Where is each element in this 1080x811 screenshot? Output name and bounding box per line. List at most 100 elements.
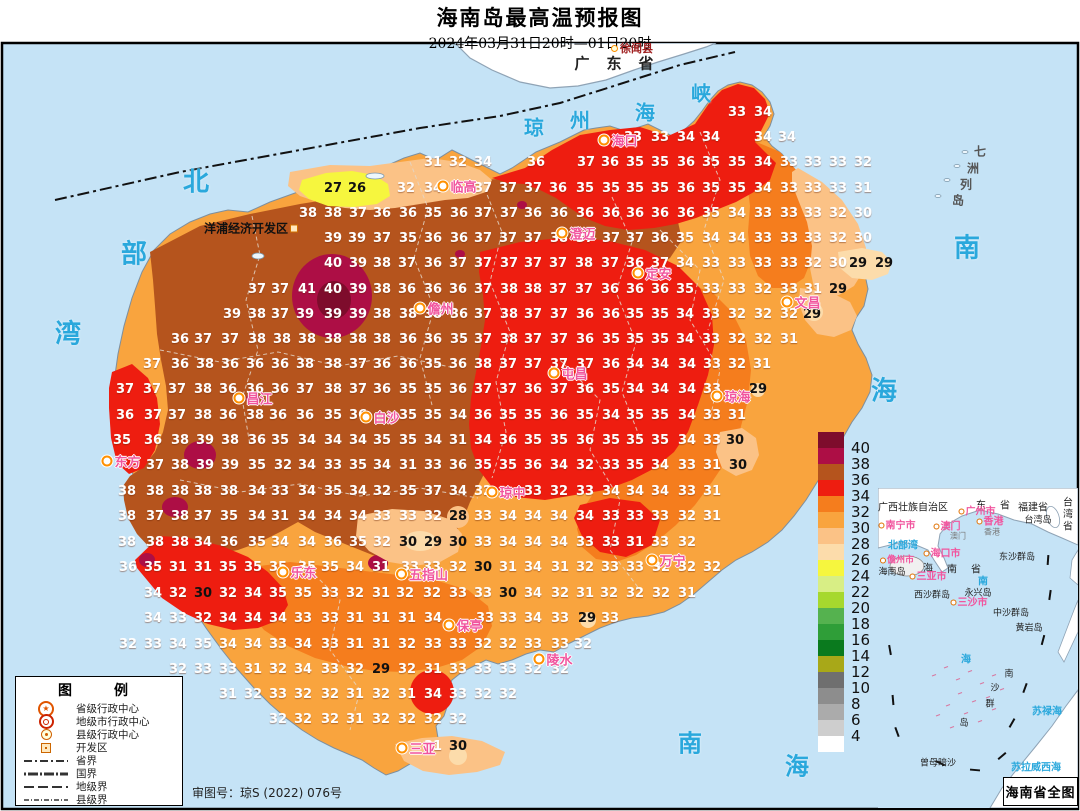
zone-27-spot bbox=[751, 383, 765, 397]
temp-value: 38 bbox=[523, 282, 543, 297]
temp-value: 32 bbox=[320, 687, 340, 702]
legend-item-label: 国界 bbox=[76, 768, 97, 780]
temp-value: 36 bbox=[423, 231, 443, 246]
temp-value: 32 bbox=[371, 712, 391, 727]
zone-29-qionghai bbox=[716, 428, 759, 476]
temp-value: 32 bbox=[473, 687, 493, 702]
temp-value: 38 bbox=[297, 332, 317, 347]
temp-value: 35 bbox=[243, 560, 263, 575]
temp-value: 33 bbox=[270, 484, 290, 499]
temp-value: 38 bbox=[499, 307, 519, 322]
temp-value: 36 bbox=[268, 408, 288, 423]
temp-value: 34 bbox=[677, 357, 697, 372]
temp-value: 35 bbox=[675, 282, 695, 297]
city-label-三亚: 三亚 bbox=[396, 739, 436, 758]
scale-color-block bbox=[818, 656, 844, 672]
scale-color-block bbox=[818, 592, 844, 608]
temp-value: 36 bbox=[398, 206, 418, 221]
temp-value: 38 bbox=[245, 408, 265, 423]
temp-value: 36 bbox=[398, 332, 418, 347]
temp-value: 34 bbox=[348, 509, 368, 524]
inset-label: 苏禄海 bbox=[1032, 706, 1062, 718]
temp-value: 35 bbox=[575, 408, 595, 423]
city-center-icon bbox=[632, 267, 644, 279]
inset-label: 中沙群岛 bbox=[992, 608, 1030, 619]
temp-value: 35 bbox=[112, 433, 132, 448]
temp-value: 34 bbox=[753, 181, 773, 196]
sea-name-char: 海 bbox=[635, 100, 655, 125]
inset-label: 北部湾 bbox=[888, 540, 918, 552]
temp-value: 35 bbox=[650, 155, 670, 170]
scale-color-block bbox=[818, 736, 844, 752]
temp-value: 31 bbox=[371, 560, 391, 575]
scale-color-block bbox=[818, 432, 844, 448]
temp-value: 36 bbox=[218, 382, 238, 397]
temp-value: 32 bbox=[677, 509, 697, 524]
inset-label: 海南岛 bbox=[878, 567, 906, 578]
temp-value: 34 bbox=[523, 535, 543, 550]
temp-value: 38 bbox=[372, 332, 392, 347]
temp-value: 35 bbox=[675, 231, 695, 246]
temp-value: 38 bbox=[117, 535, 137, 550]
inset-label: 海口市 bbox=[924, 545, 961, 560]
city-name: 东方 bbox=[114, 455, 141, 471]
temp-value: 38 bbox=[423, 307, 443, 322]
scale-tick-label: 28 bbox=[851, 535, 871, 553]
temp-value: 37 bbox=[576, 155, 596, 170]
temp-value: 35 bbox=[701, 155, 721, 170]
city-center-icon bbox=[414, 302, 426, 314]
temp-value: 38 bbox=[170, 535, 190, 550]
temp-value: 38 bbox=[193, 382, 213, 397]
temp-value: 34 bbox=[625, 357, 645, 372]
temp-value: 33 bbox=[498, 611, 518, 626]
temp-value: 39 bbox=[222, 307, 242, 322]
temp-value: 37 bbox=[348, 357, 368, 372]
temp-value: 34 bbox=[243, 637, 263, 652]
temp-value: 38 bbox=[117, 484, 137, 499]
temp-value: 38 bbox=[145, 535, 165, 550]
inset-label: 南 bbox=[947, 564, 957, 576]
temp-value: 32 bbox=[345, 662, 365, 677]
temp-value: 36 bbox=[601, 357, 621, 372]
temp-value: 35 bbox=[423, 206, 443, 221]
temp-value: 33 bbox=[701, 282, 721, 297]
temp-value: 36 bbox=[245, 357, 265, 372]
city-label-澄迈: 澄迈 bbox=[556, 224, 596, 243]
city-label-保亭: 保亭 bbox=[443, 616, 483, 635]
temp-value: 34 bbox=[677, 408, 697, 423]
map-title: 海南岛最高温预报图 bbox=[436, 5, 644, 30]
city-label-白沙: 白沙 bbox=[360, 408, 400, 427]
scale-tick-label: 40 bbox=[851, 439, 871, 457]
city-center-icon bbox=[556, 227, 568, 239]
zone-27-spot bbox=[580, 612, 596, 628]
temp-value: 31 bbox=[853, 181, 873, 196]
temp-value: 32 bbox=[273, 458, 293, 473]
inset-label: 岛 bbox=[959, 718, 969, 729]
temp-value: 30 bbox=[498, 586, 518, 601]
temp-value: 32 bbox=[573, 637, 593, 652]
temp-value: 37 bbox=[145, 509, 165, 524]
zone-39-spot bbox=[184, 441, 216, 469]
temp-value: 34 bbox=[753, 105, 773, 120]
city-center-icon bbox=[443, 619, 455, 631]
temp-value: 31 bbox=[423, 739, 443, 754]
temp-value: 35 bbox=[625, 458, 645, 473]
temp-value: 34 bbox=[753, 155, 773, 170]
temp-value: 31 bbox=[625, 535, 645, 550]
legend-item-label: 地级市行政中心 bbox=[76, 716, 150, 728]
development-zone-icon bbox=[41, 742, 51, 753]
temp-value: 34 bbox=[143, 586, 163, 601]
nansha-reefs bbox=[931, 665, 1005, 729]
temp-value: 31 bbox=[702, 484, 722, 499]
legend-item: 地级界 bbox=[24, 780, 176, 793]
city-center-icon bbox=[533, 653, 545, 665]
temp-value: 31 bbox=[270, 509, 290, 524]
temp-value: 33 bbox=[600, 560, 620, 575]
temp-value: 37 bbox=[145, 458, 165, 473]
temp-value: 37 bbox=[625, 231, 645, 246]
temp-value: 37 bbox=[523, 307, 543, 322]
temp-value: 33 bbox=[779, 181, 799, 196]
temp-value: 31 bbox=[423, 662, 443, 677]
temp-value: 38 bbox=[323, 357, 343, 372]
city-name: 五指山 bbox=[408, 568, 449, 584]
